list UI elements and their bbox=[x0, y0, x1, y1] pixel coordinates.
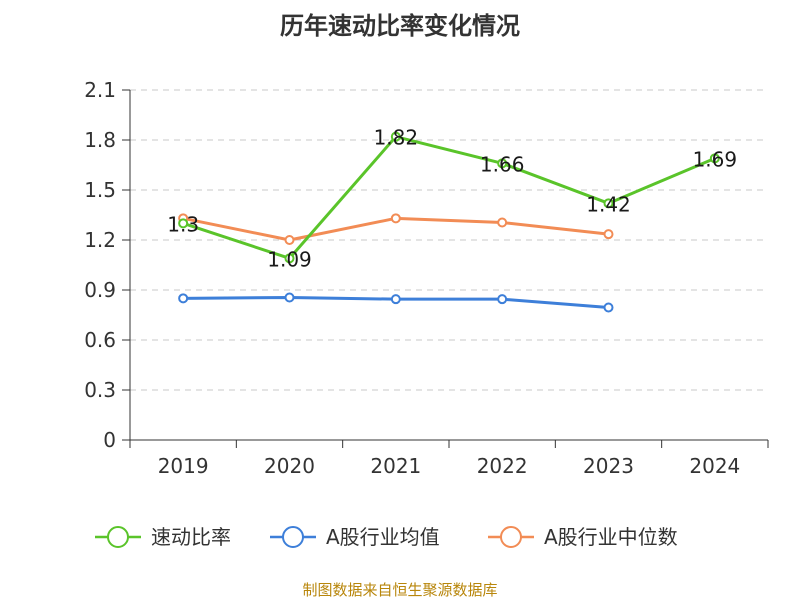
data-label: 1.69 bbox=[693, 147, 738, 171]
series-line bbox=[182, 135, 716, 260]
data-label: 1.09 bbox=[267, 247, 312, 271]
y-tick-label: 0 bbox=[103, 428, 116, 452]
series-point bbox=[284, 292, 295, 303]
y-tick-label: 1.8 bbox=[84, 128, 116, 152]
y-axis: 0 0.3 0.6 0.9 1.2 1.5 1.8 2.1 bbox=[84, 78, 131, 452]
y-tick-label: 0.6 bbox=[84, 328, 116, 352]
x-tick-label: 2021 bbox=[370, 454, 421, 478]
data-label: 1.66 bbox=[480, 152, 525, 176]
legend-label: 速动比率 bbox=[151, 525, 231, 549]
y-tick-label: 0.9 bbox=[84, 278, 116, 302]
series-point bbox=[497, 217, 508, 228]
source-note: 制图数据来自恒生聚源数据库 bbox=[302, 581, 497, 599]
x-tick-label: 2019 bbox=[158, 454, 209, 478]
data-label: 1.82 bbox=[374, 126, 419, 150]
legend-marker bbox=[107, 526, 129, 548]
data-labels: 1.3 1.09 1.82 1.66 1.42 1.69 bbox=[167, 126, 737, 272]
series-point bbox=[178, 293, 189, 304]
legend-label: A股行业均值 bbox=[326, 525, 440, 549]
series-point bbox=[284, 253, 295, 264]
series-point bbox=[284, 235, 295, 245]
data-label: 1.3 bbox=[167, 212, 199, 236]
x-tick-label: 2022 bbox=[477, 454, 528, 478]
y-tick-label: 1.2 bbox=[84, 228, 116, 252]
legend-label: A股行业中位数 bbox=[544, 525, 678, 549]
y-tick-label: 2.1 bbox=[84, 78, 116, 102]
chart-title: 历年速动比率变化情况 bbox=[280, 12, 520, 40]
series-point bbox=[178, 218, 189, 229]
legend-marker bbox=[500, 526, 522, 548]
y-tick-label: 1.5 bbox=[84, 178, 116, 202]
x-tick-label: 2020 bbox=[264, 454, 315, 478]
grid-lines bbox=[130, 89, 768, 391]
series-group bbox=[178, 131, 720, 313]
x-tick-label: 2023 bbox=[583, 454, 634, 478]
series-point bbox=[390, 294, 401, 305]
y-tick-label: 0.3 bbox=[84, 378, 116, 402]
series-point bbox=[497, 294, 508, 305]
legend: 速动比率 A股行业均值 A股行业中位数 bbox=[95, 525, 678, 549]
series-point bbox=[497, 158, 508, 169]
x-axis: 2019 2020 2021 2022 2023 2024 bbox=[129, 439, 769, 478]
series-point bbox=[603, 198, 614, 209]
series-point bbox=[390, 213, 401, 224]
series-point bbox=[709, 153, 720, 164]
legend-marker bbox=[282, 526, 304, 548]
series-point bbox=[603, 229, 614, 240]
x-tick-label: 2024 bbox=[689, 454, 740, 478]
series-point bbox=[390, 131, 401, 142]
data-label: 1.42 bbox=[586, 192, 631, 216]
series-point bbox=[603, 302, 614, 313]
